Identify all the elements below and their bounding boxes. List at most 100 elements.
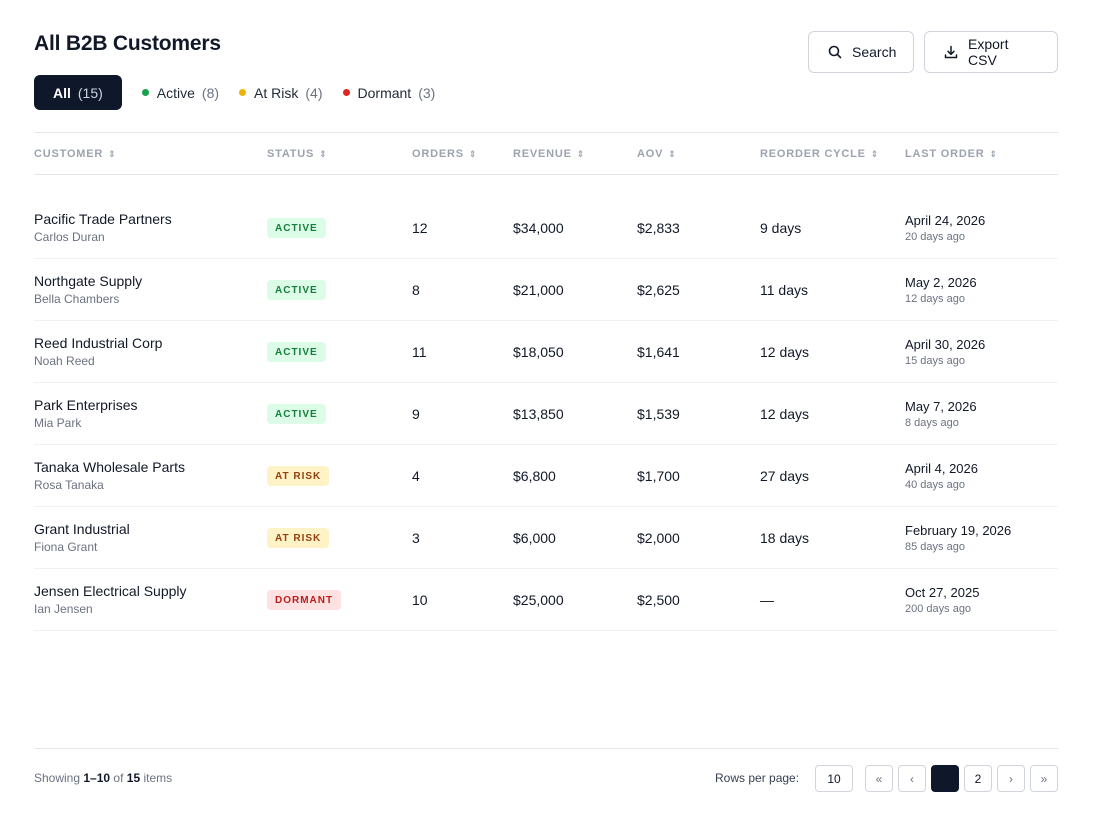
customer-contact: Bella Chambers	[34, 292, 120, 306]
aov-cell: $1,539	[637, 405, 680, 422]
status-badge: ACTIVE	[267, 341, 326, 362]
page-1-button[interactable]: 1	[931, 765, 959, 792]
column-header-label: REVENUE	[513, 148, 572, 160]
filter-at-risk[interactable]: At Risk (4)	[239, 75, 323, 110]
sort-icon: ⇕	[319, 148, 328, 159]
filter-count: (8)	[201, 84, 220, 101]
aov-cell: $1,700	[637, 467, 680, 484]
revenue-cell: $6,000	[513, 529, 556, 546]
filter-count: (15)	[77, 84, 103, 101]
page-2-button[interactable]: 2	[964, 765, 992, 792]
column-header-reorder-cycle[interactable]: REORDER CYCLE ⇕	[760, 133, 879, 175]
filter-count: (4)	[305, 84, 323, 101]
status-badge: AT RISK	[267, 465, 330, 486]
reorder-cycle-cell: 18 days	[760, 529, 810, 546]
status-dot-icon	[342, 89, 350, 96]
filter-label: Dormant	[357, 84, 412, 101]
last-order-date: May 7, 2026	[905, 398, 977, 414]
sort-icon: ⇕	[108, 148, 117, 159]
sort-icon: ⇕	[468, 148, 478, 159]
reorder-cycle-cell: 9 days	[760, 219, 802, 236]
last-order-cell: April 30, 2026 15 days ago	[905, 321, 985, 382]
table-row[interactable]: Tanaka Wholesale Parts Rosa Tanaka AT RISK…	[34, 445, 1058, 507]
status-badge: AT RISK	[267, 527, 330, 548]
column-header-revenue[interactable]: REVENUE ⇕	[513, 133, 585, 175]
showing-total: 15	[126, 771, 141, 785]
orders-cell: 9	[412, 405, 420, 422]
last-order-date: Oct 27, 2025	[905, 584, 980, 600]
status-cell: ACTIVE	[267, 197, 326, 258]
filter-active[interactable]: Active (8)	[141, 75, 220, 110]
showing-prefix: Showing	[34, 771, 81, 785]
revenue-cell: $6,800	[513, 467, 556, 484]
last-order-relative: 200 days ago	[905, 602, 972, 615]
column-header-customer[interactable]: CUSTOMER ⇕	[34, 133, 117, 175]
customer-name[interactable]: Grant Industrial	[34, 521, 130, 537]
column-header-aov[interactable]: AOV ⇕	[637, 133, 677, 175]
revenue-cell: $13,850	[513, 405, 564, 422]
customer-name[interactable]: Tanaka Wholesale Parts	[34, 459, 185, 475]
next-page-button[interactable]: ›	[997, 765, 1025, 792]
search-button[interactable]: Search	[808, 31, 914, 73]
page-title: All B2B Customers	[34, 32, 221, 55]
column-header-last-order[interactable]: LAST ORDER ⇕	[905, 133, 998, 175]
filter-dormant[interactable]: Dormant (3)	[342, 75, 435, 110]
last-order-date: February 19, 2026	[905, 522, 1012, 538]
table-row[interactable]: Jensen Electrical Supply Ian Jensen DORMAN…	[34, 569, 1058, 631]
revenue-cell: $21,000	[513, 281, 564, 298]
last-order-cell: Oct 27, 2025 200 days ago	[905, 569, 979, 630]
table-row[interactable]: Reed Industrial Corp Noah Reed ACTIVE 11 $18…	[34, 321, 1058, 383]
reorder-cycle-cell: 11 days	[760, 281, 808, 298]
column-header-orders[interactable]: ORDERS ⇕	[412, 133, 477, 175]
customer-cell: Grant Industrial Fiona Grant	[34, 507, 130, 568]
table-row[interactable]: Park Enterprises Mia Park ACTIVE 9 $13,850 $1…	[34, 383, 1058, 445]
prev-page-button[interactable]: ‹	[898, 765, 926, 792]
customer-name[interactable]: Jensen Electrical Supply	[34, 583, 187, 599]
column-header-label: REORDER CYCLE	[760, 148, 866, 160]
first-page-button[interactable]: «	[865, 765, 893, 792]
status-cell: ACTIVE	[267, 321, 326, 382]
customer-cell: Pacific Trade Partners Carlos Duran	[34, 197, 172, 258]
aov-cell: $2,000	[637, 529, 680, 546]
column-header-label: STATUS	[267, 148, 315, 160]
showing-suffix: items	[143, 771, 173, 785]
sort-icon: ⇕	[668, 148, 677, 159]
customer-cell: Reed Industrial Corp Noah Reed	[34, 321, 162, 382]
status-badge: ACTIVE	[267, 217, 326, 238]
customer-name[interactable]: Reed Industrial Corp	[34, 335, 163, 351]
last-order-date: April 4, 2026	[905, 460, 978, 476]
showing-of: of	[113, 771, 124, 785]
status-cell: AT RISK	[267, 507, 330, 568]
last-order-cell: May 7, 2026 8 days ago	[905, 383, 977, 444]
export-csv-button[interactable]: Export CSV	[924, 31, 1058, 73]
table-body: Pacific Trade Partners Carlos Duran ACTIVE…	[34, 197, 1058, 631]
filter-all[interactable]: All (15)	[34, 75, 122, 110]
status-badge: ACTIVE	[267, 279, 326, 300]
sort-icon: ⇕	[989, 148, 998, 159]
customer-contact: Carlos Duran	[34, 230, 105, 244]
table-row[interactable]: Northgate Supply Bella Chambers ACTIVE 8 $21…	[34, 259, 1058, 321]
table-row[interactable]: Grant Industrial Fiona Grant AT RISK 3 $6,00…	[34, 507, 1058, 569]
last-order-date: April 24, 2026	[905, 212, 986, 228]
orders-cell: 4	[412, 467, 420, 484]
last-order-date: April 30, 2026	[905, 336, 986, 352]
table-row[interactable]: Pacific Trade Partners Carlos Duran ACTIVE…	[34, 197, 1058, 259]
column-header-status[interactable]: STATUS ⇕	[267, 133, 328, 175]
customer-contact: Ian Jensen	[34, 602, 93, 616]
status-cell: AT RISK	[267, 445, 330, 506]
last-order-relative: 20 days ago	[905, 230, 965, 243]
column-header-label: CUSTOMER	[34, 148, 104, 160]
customer-cell: Jensen Electrical Supply Ian Jensen	[34, 569, 187, 630]
status-filter-tabs: All (15) Active (8) At Risk (4) Dormant …	[34, 75, 435, 110]
last-page-button[interactable]: »	[1030, 765, 1058, 792]
last-order-cell: April 4, 2026 40 days ago	[905, 445, 978, 506]
customer-cell: Northgate Supply Bella Chambers	[34, 259, 142, 320]
customer-name[interactable]: Park Enterprises	[34, 397, 138, 413]
customer-name[interactable]: Pacific Trade Partners	[34, 211, 172, 227]
search-icon	[827, 44, 843, 60]
rows-per-page-select[interactable]: 10	[815, 765, 853, 792]
customer-name[interactable]: Northgate Supply	[34, 273, 143, 289]
status-badge: DORMANT	[267, 589, 342, 610]
showing-range: 1–10	[83, 771, 111, 785]
download-icon	[943, 44, 959, 60]
